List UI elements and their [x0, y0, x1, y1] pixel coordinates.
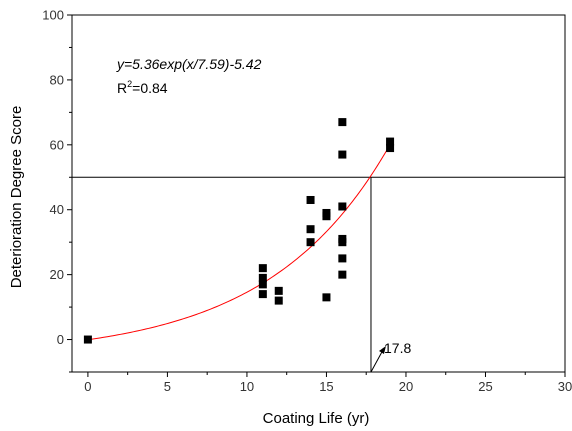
data-point [274, 286, 283, 295]
threshold-lines [72, 176, 565, 373]
data-point [306, 225, 315, 234]
data-point [338, 270, 347, 279]
tick-labels: 0 5 10 15 20 25 30 0 20 40 60 80 100 [42, 8, 572, 395]
intersection-arrow-line [370, 349, 384, 373]
axes [71, 14, 566, 373]
x-tick-label: 15 [319, 379, 333, 394]
y-tick-label: 20 [50, 267, 64, 282]
y-tick-label: 0 [57, 332, 64, 347]
fit-curve [87, 144, 391, 341]
data-point [258, 280, 267, 289]
y-axis-title: Deterioration Degree Score [8, 106, 25, 289]
data-point [274, 296, 283, 305]
y-tick-label: 100 [42, 8, 64, 23]
data-point [258, 264, 267, 273]
data-point [338, 202, 347, 211]
r-squared: R2=0.84 [117, 79, 168, 96]
data-point [322, 212, 331, 221]
intersection-arrow-head [378, 346, 386, 354]
intersection-label: 17.8 [384, 340, 411, 356]
x-tick-label: 20 [399, 379, 413, 394]
data-point [338, 118, 347, 127]
data-point [258, 290, 267, 299]
x-tick-label: 30 [558, 379, 572, 394]
data-point [306, 238, 315, 247]
data-points [83, 118, 395, 344]
x-tick-label: 5 [164, 379, 171, 394]
x-tick-label: 10 [240, 379, 254, 394]
ticks [67, 14, 566, 377]
y-tick-label: 60 [50, 137, 64, 152]
data-point [338, 238, 347, 247]
data-point [258, 273, 267, 282]
data-point [322, 293, 331, 302]
y-tick-label: 80 [50, 72, 64, 87]
x-tick-label: 25 [478, 379, 492, 394]
fit-equation: y=5.36exp(x/7.59)-5.42 [116, 56, 262, 72]
data-point [338, 150, 347, 159]
data-point [386, 144, 395, 153]
data-point [83, 335, 92, 344]
data-point [386, 137, 395, 146]
y-tick-label: 40 [50, 202, 64, 217]
data-point [306, 195, 315, 204]
data-point [338, 254, 347, 263]
plot-frame [71, 14, 566, 373]
x-tick-label: 0 [84, 379, 91, 394]
x-axis-title: Coating Life (yr) [263, 410, 370, 427]
